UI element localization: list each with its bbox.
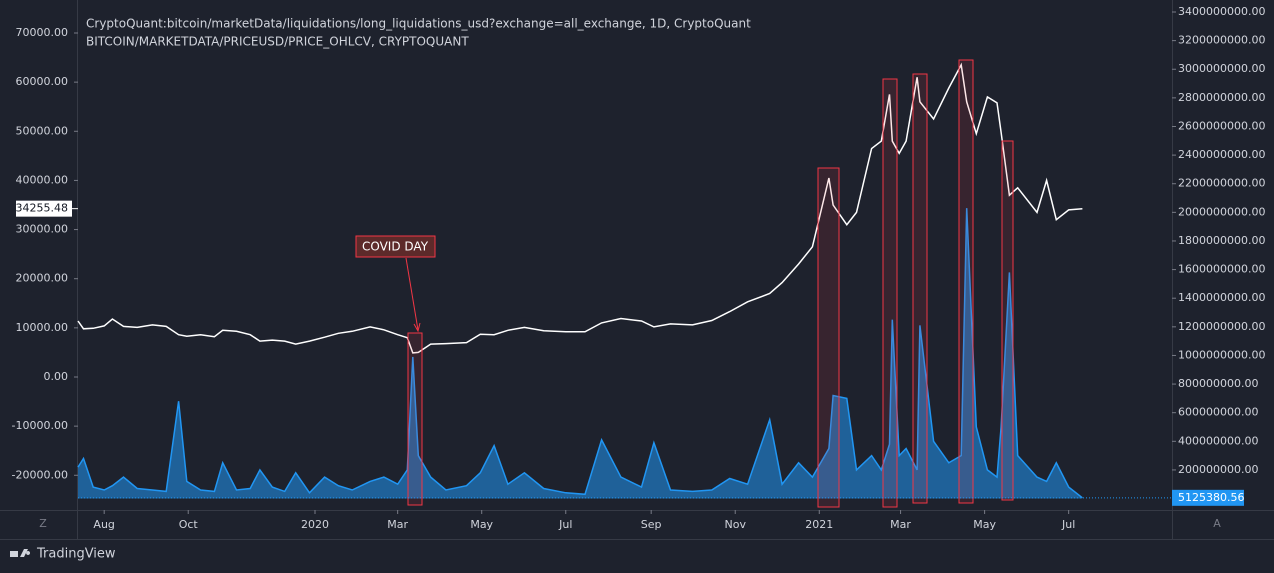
brand-logo xyxy=(10,549,31,557)
x-tick-label: May xyxy=(973,518,996,531)
last-value-badge xyxy=(1172,489,1244,506)
legend-entry: CryptoQuant:bitcoin/marketData/liquidati… xyxy=(86,17,751,31)
x-tick-label: Mar xyxy=(387,518,408,531)
highlight-box xyxy=(1001,140,1014,501)
x-tick-label: Nov xyxy=(724,518,746,531)
y2-tick-label: 1600000000.00 xyxy=(1178,263,1265,276)
x-tick-label: Jul xyxy=(558,518,572,531)
legend-entry: BITCOIN/MARKETDATA/PRICEUSD/PRICE_OHLCV,… xyxy=(86,35,469,49)
x-tick-label: Jul xyxy=(1061,518,1075,531)
y2-tick-label: 2400000000.00 xyxy=(1178,148,1265,161)
x-tick-label: Sep xyxy=(641,518,662,531)
y-tick-label: 30000.00 xyxy=(16,223,69,236)
y2-tick-label: 600000000.00 xyxy=(1178,406,1258,419)
highlight-box xyxy=(817,167,840,508)
y2-tick-label: 2000000000.00 xyxy=(1178,205,1265,218)
area-line xyxy=(77,208,1083,499)
y-tick-label: 50000.00 xyxy=(16,124,69,137)
highlight-box xyxy=(407,332,423,506)
y2-tick-label: 1000000000.00 xyxy=(1178,348,1265,361)
y2-tick-label: 200000000.00 xyxy=(1178,463,1258,476)
y2-tick-label: 400000000.00 xyxy=(1178,434,1258,447)
y-tick-label: 20000.00 xyxy=(16,272,69,285)
x-tick-label: Aug xyxy=(93,518,114,531)
y2-tick-label: 2200000000.00 xyxy=(1178,177,1265,190)
plot-area xyxy=(77,62,1083,499)
y-tick-label: 70000.00 xyxy=(16,26,69,39)
x-tick-label: Mar xyxy=(890,518,911,531)
y2-tick-label: 1200000000.00 xyxy=(1178,320,1265,333)
x-tick-label: Oct xyxy=(179,518,199,531)
scale-button[interactable]: A xyxy=(1213,517,1221,530)
y2-tick-label: 2800000000.00 xyxy=(1178,91,1265,104)
y-tick-label: -20000.00 xyxy=(12,468,68,481)
highlight-box xyxy=(958,59,974,504)
y-tick-label: 0.00 xyxy=(44,370,69,383)
y2-tick-label: 3000000000.00 xyxy=(1178,62,1265,75)
price-line xyxy=(77,62,1083,354)
y-tick-label: 60000.00 xyxy=(16,75,69,88)
y2-tick-label: 1800000000.00 xyxy=(1178,234,1265,247)
highlight-boxes xyxy=(407,59,1014,508)
y-tick-label: 40000.00 xyxy=(16,173,69,186)
highlight-box xyxy=(912,73,928,504)
y2-tick-label: 1400000000.00 xyxy=(1178,291,1265,304)
scale-button[interactable]: Z xyxy=(39,517,47,530)
y2-tick-label: 2600000000.00 xyxy=(1178,119,1265,132)
x-tick-label: 2021 xyxy=(805,518,833,531)
last-value-label: 34255.48 xyxy=(16,202,69,215)
y2-tick-label: 800000000.00 xyxy=(1178,377,1258,390)
brand-name[interactable]: TradingView xyxy=(36,547,116,562)
annotation-arrow xyxy=(405,257,419,331)
annotation-box xyxy=(355,235,436,258)
highlight-box xyxy=(882,78,898,508)
annotation-text: COVID DAY xyxy=(362,240,429,254)
y-tick-label: 10000.00 xyxy=(16,321,69,334)
y-tick-label: -10000.00 xyxy=(12,419,68,432)
x-tick-label: May xyxy=(470,518,493,531)
x-tick-label: 2020 xyxy=(301,518,329,531)
y2-tick-label: 3200000000.00 xyxy=(1178,34,1265,47)
last-value-label: 5125380.56 xyxy=(1178,491,1244,504)
last-value-badge xyxy=(16,200,72,217)
annotation-arrowhead xyxy=(413,322,421,333)
y2-tick-label: 3400000000.00 xyxy=(1178,5,1265,18)
